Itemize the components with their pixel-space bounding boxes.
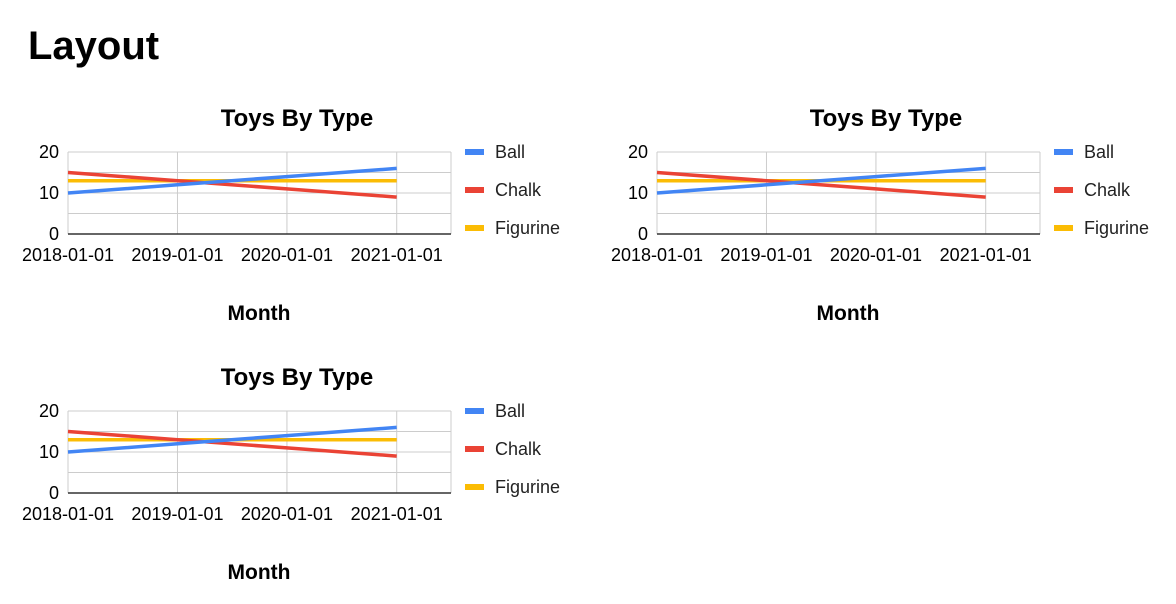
- series-line-ball: [67, 166, 397, 195]
- y-tick-label: 10: [628, 183, 648, 203]
- x-axis-title: Month: [228, 561, 291, 584]
- chart-legend: Ball Chalk Figurine: [1054, 142, 1149, 238]
- x-tick-label: 2020-01-01: [830, 245, 922, 265]
- y-tick-label: 10: [39, 442, 59, 462]
- x-tick-label: 2020-01-01: [241, 504, 333, 524]
- series-line-ball: [67, 425, 397, 454]
- y-tick-label: 20: [628, 142, 648, 162]
- legend-label: Chalk: [1084, 180, 1131, 200]
- line-chart: Toys By Type 0 10 20 2018-01-01 2019-01-01 202…: [22, 105, 560, 325]
- legend-label: Ball: [495, 142, 525, 162]
- chart-panel: Toys By Type 0 10 20 2018-01-01 2019-01-01 202…: [0, 100, 560, 340]
- y-tick-label: 10: [39, 183, 59, 203]
- x-tick-label: 2021-01-01: [940, 245, 1032, 265]
- x-tick-label: 2021-01-01: [351, 245, 443, 265]
- x-tick-label: 2019-01-01: [720, 245, 812, 265]
- legend-label: Ball: [1084, 142, 1114, 162]
- series-line-chalk: [656, 170, 986, 199]
- x-tick-label: 2019-01-01: [131, 245, 223, 265]
- series-line-ball: [656, 166, 986, 195]
- line-chart: Toys By Type 0 10 20 2018-01-01 2019-01-01 202…: [611, 105, 1149, 325]
- page-title: Layout: [28, 24, 160, 68]
- y-tick-label: 0: [49, 483, 59, 503]
- series-line-chalk: [67, 429, 397, 458]
- x-tick-label: 2018-01-01: [22, 245, 114, 265]
- chart-legend: Ball Chalk Figurine: [465, 401, 560, 497]
- legend-label: Chalk: [495, 439, 542, 459]
- y-tick-label: 20: [39, 142, 59, 162]
- y-tick-label: 0: [49, 224, 59, 244]
- line-chart: Toys By Type 0 10 20 2018-01-01 2019-01-01 202…: [22, 364, 560, 584]
- series-line-chalk: [67, 170, 397, 199]
- chart-title: Toys By Type: [221, 105, 373, 132]
- gridlines: [656, 151, 1041, 234]
- gridlines: [67, 410, 452, 493]
- x-tick-label: 2018-01-01: [22, 504, 114, 524]
- legend-label: Ball: [495, 401, 525, 421]
- chart-title: Toys By Type: [810, 105, 962, 132]
- x-tick-label: 2020-01-01: [241, 245, 333, 265]
- x-tick-label: 2018-01-01: [611, 245, 703, 265]
- legend-label: Figurine: [1084, 218, 1149, 238]
- x-tick-label: 2021-01-01: [351, 504, 443, 524]
- x-tick-label: 2019-01-01: [131, 504, 223, 524]
- legend-label: Figurine: [495, 477, 560, 497]
- legend-label: Chalk: [495, 180, 542, 200]
- legend-label: Figurine: [495, 218, 560, 238]
- chart-legend: Ball Chalk Figurine: [465, 142, 560, 238]
- x-axis-title: Month: [228, 302, 291, 325]
- chart-panel: Toys By Type 0 10 20 2018-01-01 2019-01-01 202…: [589, 100, 1149, 340]
- chart-title: Toys By Type: [221, 364, 373, 391]
- x-axis-title: Month: [817, 302, 880, 325]
- chart-panel: Toys By Type 0 10 20 2018-01-01 2019-01-01 202…: [0, 359, 560, 599]
- y-tick-label: 0: [638, 224, 648, 244]
- gridlines: [67, 151, 452, 234]
- y-tick-label: 20: [39, 401, 59, 421]
